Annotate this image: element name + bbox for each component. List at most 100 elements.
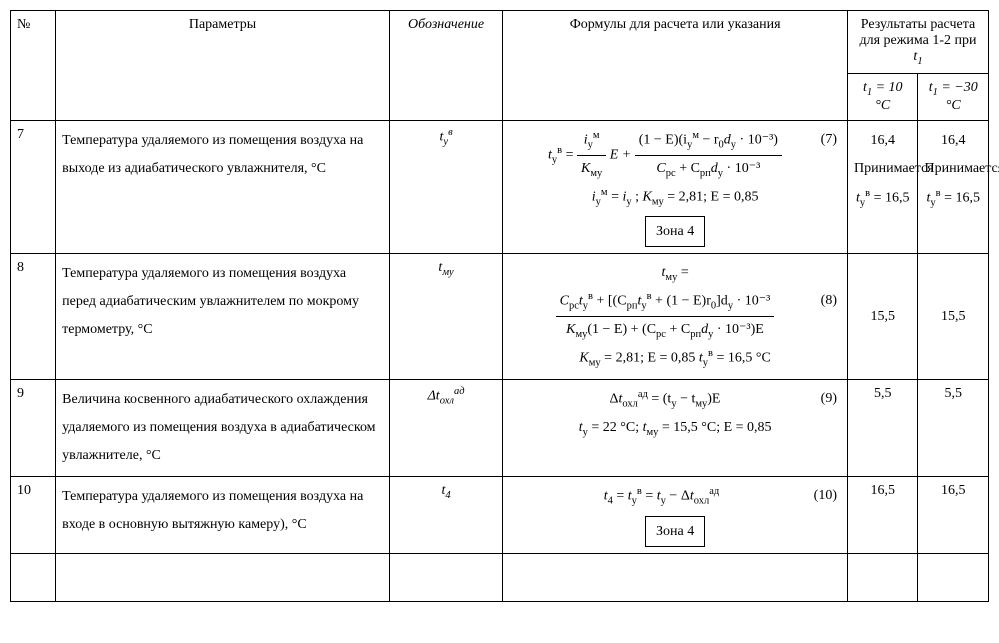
r7-f2n-ip: м: [692, 130, 699, 141]
row9-num: 9: [11, 380, 56, 477]
table-row: 7 Температура удаляемого из помещения во…: [11, 120, 989, 254]
table-row: 8 Температура удаляемого из помещения во…: [11, 254, 989, 380]
r7-frac1: iум Kму: [577, 127, 606, 184]
r8l2: K: [579, 351, 588, 366]
r9ee: )E: [707, 392, 720, 407]
row10-param: Температура удаляемого из помещения возд…: [56, 477, 390, 554]
table-row: 9 Величина косвенного адиабатического ох…: [11, 380, 989, 477]
r9su: ад: [454, 386, 465, 397]
r7-f2d-d: d: [711, 161, 718, 176]
header-results-line2a: для режима 1-2 при: [859, 33, 976, 48]
row9-res-a: 5,5: [848, 380, 918, 477]
header-param: Параметры: [56, 11, 390, 121]
r7-zone: Зона 4: [645, 216, 705, 247]
r8n1s: рс: [569, 300, 579, 311]
row8-res-a: 15,5: [848, 254, 918, 380]
r9sp: Δ: [428, 389, 436, 404]
row7-param: Температура удаляемого из помещения возд…: [56, 120, 390, 254]
row8-num: 8: [11, 254, 56, 380]
r7-f2d-e: · 10⁻³: [723, 161, 760, 176]
r8d4: · 10⁻³)E: [713, 322, 763, 337]
r8n1: C: [560, 294, 569, 309]
empty-res-b: [918, 553, 989, 601]
r10mn: − Δ: [666, 489, 690, 504]
r7-l2k: K: [643, 189, 652, 204]
row10-res-a: 16,5: [848, 477, 918, 554]
r8l2tv: = 16,5 °C: [713, 351, 771, 366]
r9mn: − t: [677, 392, 696, 407]
r7-f2d-s2: рп: [700, 168, 711, 179]
r7-f2n-2: − r: [699, 132, 719, 147]
r8-ss: му: [442, 267, 453, 278]
r9t1v: = 22 °C;: [588, 420, 643, 435]
row8-res-b: 15,5: [918, 254, 989, 380]
calc-table: № Параметры Обозначение Формулы для расч…: [10, 10, 989, 602]
r7-mid1: E +: [610, 147, 635, 162]
r8d3: + C: [666, 322, 690, 337]
header-col-a: t1 = 10 °C: [848, 73, 918, 120]
r7-f1d-s: му: [590, 168, 602, 179]
header-col-b: t1 = −30 °C: [918, 73, 989, 120]
row8-formula: tму = Cрсtув + [(Cрпtув + (1 − E)r0]dу ·…: [503, 254, 848, 380]
r10e2: =: [642, 489, 657, 504]
r7b3v: = 16,5: [941, 190, 980, 205]
r7-l2kv: = 2,81; E = 0,85: [664, 189, 759, 204]
r9em: = (t: [648, 392, 671, 407]
header-results-var-sub: 1: [917, 56, 922, 67]
r7-f2d-p: + C: [676, 161, 700, 176]
row10-symbol: t4: [389, 477, 502, 554]
r7-f2n-e: · 10⁻³): [736, 132, 778, 147]
r7-eq: =: [562, 147, 577, 162]
r9-eqnum: (9): [821, 386, 837, 411]
r7-l2ap: м: [601, 187, 608, 198]
header-results-line1: Результаты расчета: [861, 17, 976, 32]
table-row: 10 Температура удаляемого из помещения в…: [11, 477, 989, 554]
r7-l2ks: му: [652, 196, 664, 207]
r9ls: охл: [622, 399, 637, 410]
row10-res-b: 16,5: [918, 477, 989, 554]
r8-leq: =: [677, 265, 688, 280]
r8n2: + [(C: [593, 294, 627, 309]
row7-num: 7: [11, 120, 56, 254]
r8-ls: му: [665, 272, 677, 283]
r7-sym-p: в: [448, 127, 453, 138]
r9t2v: = 15,5 °C; E = 0,85: [658, 420, 771, 435]
r7b1: 16,4: [941, 133, 966, 148]
r7-eqnum: (7): [821, 127, 837, 152]
r7a3v: = 16,5: [870, 190, 909, 205]
r8nt2s: у: [641, 300, 646, 311]
header-symbol: Обозначение: [389, 11, 502, 121]
r10-eqnum: (10): [814, 483, 837, 508]
r7-f2d-s1: рс: [666, 168, 676, 179]
row8-symbol: tму: [389, 254, 502, 380]
row10-num: 10: [11, 477, 56, 554]
r10-zone: Зона 4: [645, 516, 705, 547]
row9-symbol: Δtохлад: [389, 380, 502, 477]
r8n4: ]d: [716, 294, 728, 309]
r10e1: =: [613, 489, 628, 504]
r7-f2n-1: (1 − E)(i: [639, 132, 687, 147]
r8-eqnum: (8): [821, 288, 837, 313]
r8n2s: рп: [627, 300, 638, 311]
hcb-val: = −30 °C: [938, 80, 978, 113]
row10-formula: t4 = tув = tу − Δtохлад (10) Зона 4: [503, 477, 848, 554]
r7-f2d-1: C: [656, 161, 665, 176]
header-formula: Формулы для расчета или указания: [503, 11, 848, 121]
r8n5: · 10⁻³: [733, 294, 770, 309]
r7a2: Принимается: [854, 161, 934, 176]
table-row-empty: [11, 553, 989, 601]
row9-param: Величина косвенного адиабатического охла…: [56, 380, 390, 477]
header-num: №: [11, 11, 56, 121]
r8d2s: рс: [656, 329, 666, 340]
empty-formula: [503, 553, 848, 601]
r9tmu: му: [695, 399, 707, 410]
hca-val: = 10 °C: [872, 80, 902, 113]
r7b2: Принимается: [924, 161, 999, 176]
r7-frac2: (1 − E)(iум − r0dу · 10⁻³) Cрс + Cрпdу ·…: [635, 127, 782, 184]
r7-f1n-p: м: [593, 130, 600, 141]
empty-symbol: [389, 553, 502, 601]
r10ss: 4: [445, 490, 450, 501]
row7-formula: tув = iум Kму E + (1 − E)(iум − r0dу · 1…: [503, 120, 848, 254]
r9lu: ад: [638, 389, 648, 400]
empty-param: [56, 553, 390, 601]
